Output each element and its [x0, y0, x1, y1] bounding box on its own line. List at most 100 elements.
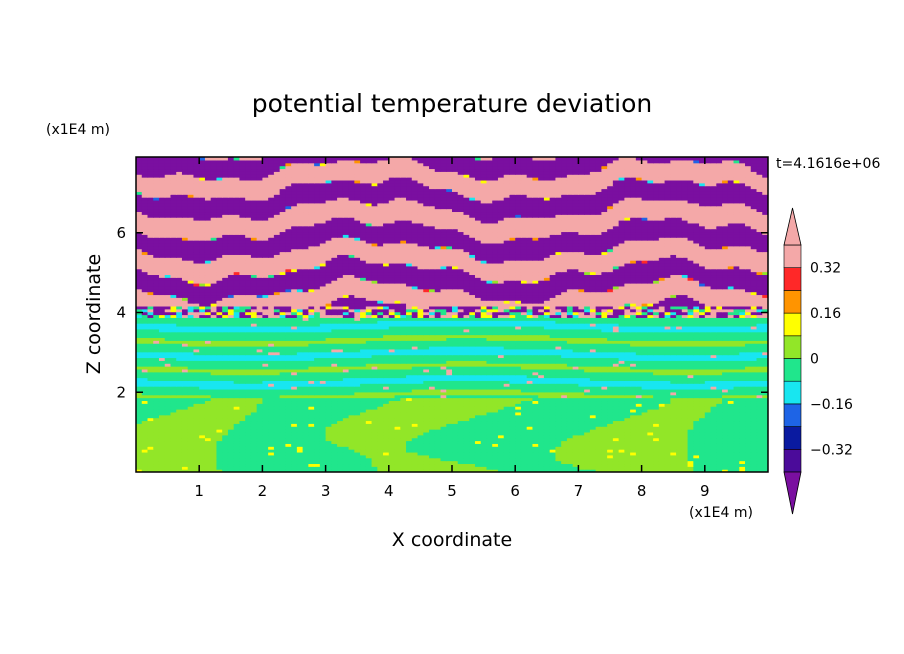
field-cell: [227, 346, 235, 350]
field-cell: [216, 466, 223, 470]
field-cell: [635, 391, 643, 396]
field-cell: [469, 346, 476, 350]
field-cell: [555, 380, 562, 384]
field-cell: [417, 411, 424, 416]
field-cell: [136, 420, 143, 424]
field-cell: [681, 414, 689, 419]
field-cell: [210, 463, 218, 467]
field-cell: [676, 394, 683, 399]
field-cell: [400, 420, 407, 424]
field-cell: [337, 409, 344, 413]
field-cell: [319, 368, 327, 373]
field-cell: [296, 377, 304, 381]
field-cell: [457, 403, 465, 407]
field-cell: [561, 371, 568, 376]
field-cell: [187, 363, 195, 367]
field-cell: [503, 351, 511, 356]
field-cell: [480, 346, 488, 350]
field-cell: [268, 360, 275, 364]
field-cell: [429, 371, 436, 376]
field-cell: [181, 437, 189, 442]
field-cell: [199, 386, 206, 390]
field-cell: [745, 460, 752, 465]
field-cell: [411, 397, 419, 402]
field-cell: [566, 380, 574, 384]
field-cell: [222, 371, 229, 376]
field-cell: [526, 460, 534, 465]
field-cell: [566, 411, 574, 416]
field-cell: [279, 440, 286, 444]
field-cell: [497, 423, 505, 427]
field-cell: [727, 420, 735, 424]
field-cell: [469, 388, 476, 393]
field-cell: [371, 463, 378, 467]
field-cell: [497, 357, 505, 361]
field-cell: [630, 354, 637, 359]
field-cell: [331, 348, 338, 353]
field-cell: [486, 411, 493, 416]
field-cell: [745, 377, 752, 381]
field-cell: [147, 457, 154, 462]
field-cell: [268, 463, 275, 467]
field-cell: [440, 414, 447, 419]
field-cell: [383, 386, 390, 390]
field-cell: [607, 380, 614, 384]
field-cell: [365, 360, 373, 364]
field-cell: [566, 446, 574, 450]
field-cell: [641, 397, 648, 402]
field-cell: [164, 343, 172, 347]
field-cell: [515, 397, 522, 402]
field-cell: [147, 426, 154, 430]
field-cell: [561, 360, 568, 364]
field-cell: [239, 429, 246, 433]
field-cell: [147, 409, 154, 413]
field-cell: [681, 446, 689, 450]
field-cell: [285, 343, 292, 347]
field-cell: [170, 368, 177, 373]
field-cell: [360, 443, 367, 447]
field-cell: [256, 400, 263, 404]
field-cell: [618, 357, 625, 361]
field-cell: [526, 383, 534, 387]
field-cell: [210, 414, 218, 419]
field-cell: [296, 431, 304, 436]
field-cell: [555, 437, 562, 442]
field-cell: [268, 423, 275, 427]
field-cell: [204, 457, 212, 462]
field-cell: [176, 440, 183, 444]
field-cell: [273, 429, 281, 433]
field-cell: [342, 348, 350, 353]
field-cell: [745, 368, 752, 373]
field-cell: [630, 426, 637, 430]
field-cell: [572, 429, 579, 433]
field-cell: [394, 360, 401, 364]
field-cell: [601, 383, 608, 387]
field-cell: [566, 437, 574, 442]
field-cell: [480, 357, 488, 361]
field-cell: [176, 346, 183, 350]
field-cell: [377, 348, 384, 353]
field-cell: [440, 388, 447, 393]
field-cell: [262, 437, 269, 442]
field-cell: [417, 360, 424, 364]
field-cell: [291, 463, 298, 467]
field-cell: [337, 417, 344, 422]
field-cell: [589, 423, 597, 427]
field-cell: [584, 411, 591, 416]
field-cell: [348, 417, 355, 422]
field-cell: [308, 454, 315, 459]
field-cell: [204, 354, 212, 359]
field-cell: [457, 348, 465, 353]
field-cell: [486, 454, 493, 459]
field-cell: [497, 417, 505, 422]
field-cell: [561, 354, 568, 359]
field-cell: [193, 380, 200, 384]
field-cell: [268, 420, 275, 424]
field-cell: [578, 451, 585, 456]
field-cell: [233, 383, 241, 387]
field-cell: [635, 348, 643, 353]
field-cell: [469, 429, 476, 433]
field-cell: [429, 368, 436, 373]
field-cell: [710, 346, 717, 350]
field-cell: [262, 420, 269, 424]
